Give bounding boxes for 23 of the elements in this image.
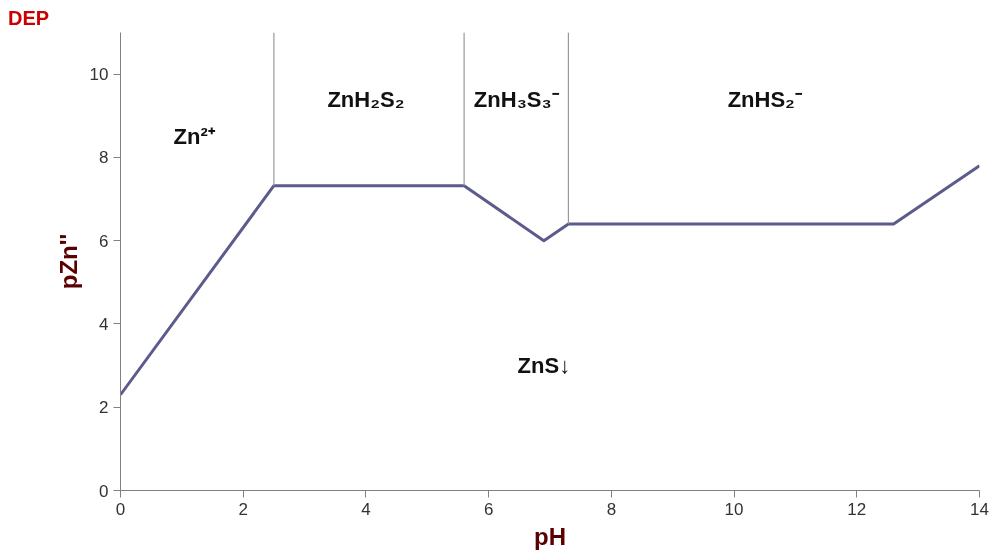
line-series <box>120 164 980 397</box>
x-tick-label: 10 <box>724 499 744 519</box>
y-axis-title: pZn'' <box>54 233 82 290</box>
x-axis-title: pH <box>534 522 566 550</box>
x-tick-label: 2 <box>238 499 248 519</box>
y-tick-label: 0 <box>99 481 109 501</box>
x-tick-label: 4 <box>361 499 371 519</box>
y-tick-label: 8 <box>99 148 109 168</box>
x-tick-label: 12 <box>847 499 867 519</box>
annotation: Zn²⁺ <box>173 124 216 150</box>
x-tick-label: 6 <box>483 499 494 519</box>
y-tick-label: 2 <box>99 398 109 418</box>
annotation: ZnS↓ <box>517 353 571 379</box>
annotation: ZnH₂S₂ <box>327 86 405 112</box>
y-tick-label: 4 <box>99 314 109 334</box>
x-tick-label: 8 <box>606 499 617 519</box>
text: DEP <box>8 6 50 31</box>
x-tick-label: 0 <box>115 499 126 519</box>
x-tick-label: 14 <box>970 499 989 519</box>
annotation: ZnH₃S₃⁻ <box>473 86 560 112</box>
y-tick-label: 10 <box>89 65 109 85</box>
y-tick-label: 6 <box>99 231 109 251</box>
annotation: ZnHS₂⁻ <box>727 86 803 112</box>
